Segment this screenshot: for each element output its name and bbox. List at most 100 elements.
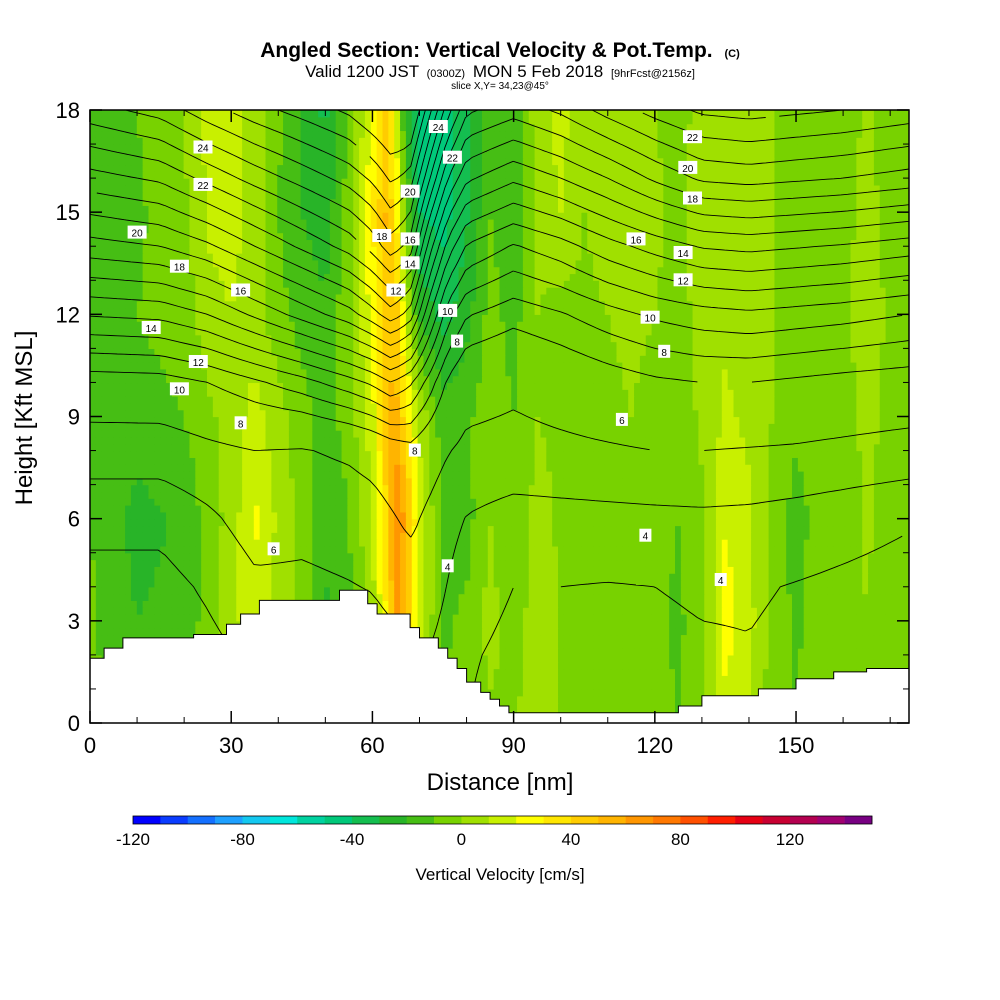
velocity-cell: [657, 702, 664, 710]
velocity-cell: [634, 573, 641, 581]
velocity-cell: [873, 648, 881, 656]
velocity-cell: [569, 566, 577, 574]
velocity-cell: [218, 498, 226, 506]
velocity-cell: [733, 682, 740, 690]
velocity-cell: [657, 654, 664, 663]
velocity-cell: [598, 484, 606, 493]
velocity-cell: [675, 511, 682, 520]
velocity-cell: [90, 627, 97, 636]
velocity-cell: [283, 498, 290, 506]
velocity-cell: [464, 668, 471, 676]
velocity-cell: [686, 532, 694, 540]
velocity-cell: [481, 532, 489, 540]
velocity-cell: [364, 477, 372, 486]
velocity-cell: [429, 498, 436, 506]
velocity-cell: [119, 484, 126, 493]
velocity-cell: [751, 525, 758, 533]
velocity-cell: [704, 675, 711, 683]
velocity-cell: [493, 600, 501, 608]
velocity-cell: [511, 634, 518, 642]
velocity-cell: [130, 552, 138, 561]
velocity-cell: [651, 668, 659, 676]
velocity-cell: [364, 566, 372, 574]
velocity-cell: [101, 593, 109, 601]
velocity-cell: [511, 491, 518, 499]
velocity-cell: [657, 634, 664, 642]
velocity-cell: [405, 518, 413, 527]
velocity-cell: [821, 566, 828, 574]
velocity-cell: [195, 573, 202, 581]
velocity-cell: [698, 498, 705, 506]
velocity-cell: [721, 491, 729, 499]
velocity-cell: [177, 491, 185, 499]
velocity-cell: [90, 545, 97, 554]
velocity-cell: [376, 477, 384, 486]
velocity-cell: [669, 593, 676, 601]
velocity-cell: [101, 586, 109, 595]
velocity-cell: [657, 648, 664, 656]
velocity-cell: [575, 579, 582, 588]
velocity-cell: [868, 525, 875, 533]
velocity-cell: [844, 511, 852, 520]
velocity-cell: [616, 634, 623, 642]
velocity-cell: [119, 511, 126, 520]
velocity-cell: [212, 525, 220, 533]
velocity-cell: [569, 682, 577, 690]
velocity-cell: [306, 491, 313, 499]
velocity-cell: [470, 668, 477, 676]
velocity-cell: [733, 579, 740, 588]
velocity-cell: [517, 668, 524, 676]
velocity-cell: [786, 559, 793, 567]
velocity-cell: [370, 477, 378, 486]
velocity-cell: [528, 532, 536, 540]
velocity-cell: [230, 539, 237, 547]
velocity-cell: [470, 491, 477, 499]
velocity-cell: [370, 593, 378, 601]
velocity-cell: [558, 688, 565, 697]
velocity-cell: [675, 695, 682, 704]
velocity-cell: [189, 586, 196, 595]
velocity-cell: [879, 648, 887, 656]
velocity-cell: [704, 614, 711, 622]
velocity-cell: [832, 498, 840, 506]
velocity-cell: [710, 498, 717, 506]
velocity-cell: [335, 552, 343, 561]
velocity-cell: [95, 648, 103, 656]
velocity-cell: [563, 505, 571, 513]
velocity-cell: [645, 505, 653, 513]
velocity-cell: [130, 545, 138, 554]
velocity-cell: [95, 566, 103, 574]
velocity-cell: [651, 552, 659, 561]
velocity-cell: [499, 668, 506, 676]
velocity-cell: [610, 620, 618, 629]
velocity-cell: [727, 539, 735, 547]
velocity-cell: [183, 477, 191, 486]
velocity-cell: [171, 505, 179, 513]
velocity-cell: [528, 688, 536, 697]
velocity-cell: [721, 566, 729, 574]
velocity-cell: [166, 539, 173, 547]
velocity-cell: [435, 518, 442, 527]
velocity-cell: [546, 675, 553, 683]
velocity-cell: [224, 525, 231, 533]
velocity-cell: [400, 552, 407, 561]
velocity-cell: [464, 661, 471, 670]
velocity-cell: [522, 688, 530, 697]
velocity-cell: [669, 682, 676, 690]
velocity-cell: [628, 511, 635, 520]
velocity-cell: [669, 545, 676, 554]
velocity-cell: [505, 505, 512, 513]
velocity-cell: [189, 545, 196, 554]
velocity-cell: [815, 579, 822, 588]
velocity-cell: [657, 498, 664, 506]
velocity-cell: [727, 661, 735, 670]
velocity-cell: [680, 586, 688, 595]
velocity-cell: [540, 525, 547, 533]
velocity-cell: [160, 600, 167, 608]
velocity-cell: [405, 525, 413, 533]
velocity-cell: [903, 545, 909, 554]
velocity-cell: [669, 525, 676, 533]
velocity-cell: [756, 566, 764, 574]
velocity-cell: [645, 634, 653, 642]
velocity-cell: [563, 559, 571, 567]
